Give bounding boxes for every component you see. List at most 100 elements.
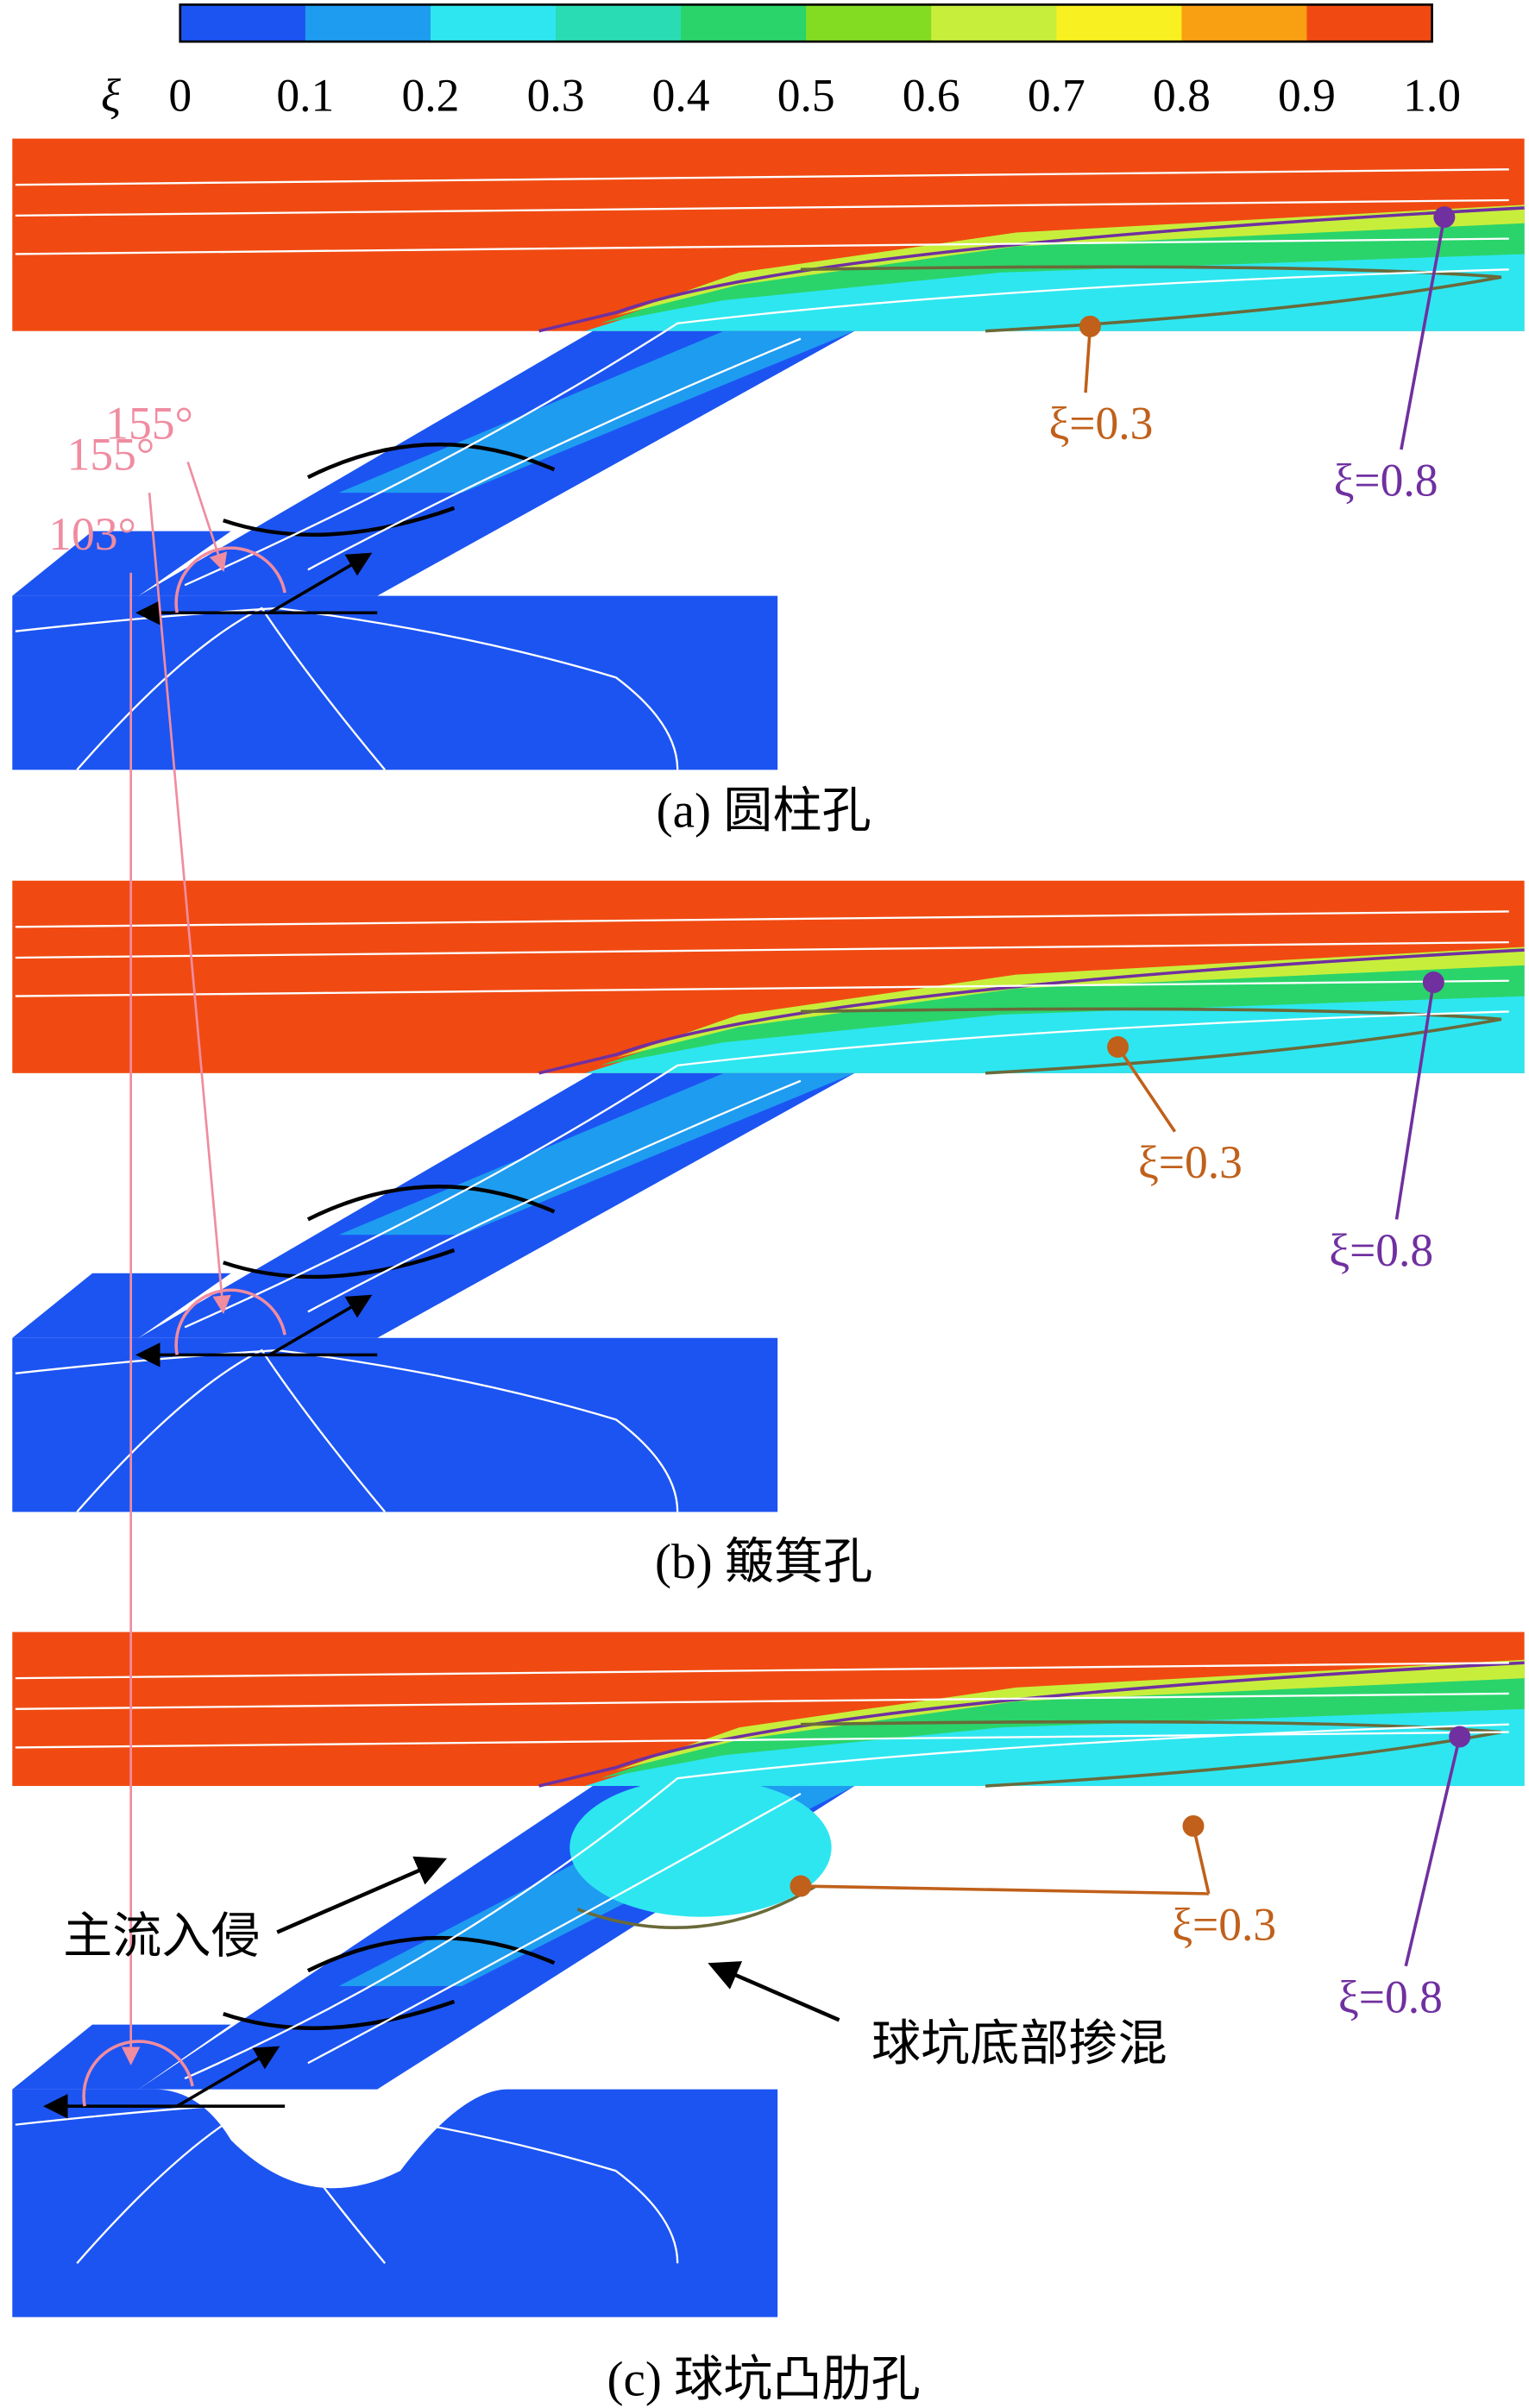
xi-low-dot [1079,315,1101,337]
streamline [15,2100,679,2264]
streamline [15,1662,1509,1680]
streamline [76,1349,387,1513]
colorbar-segment [681,4,807,42]
colorbar-segment [1181,4,1308,42]
colorbar-segment [430,4,557,42]
panel: 155° ξ=0.3 ξ=0.8 (b) 簸箕孔 [12,428,1525,1589]
xi-high-label: ξ=0.8 [1334,455,1438,506]
colorbar-symbol: ξ [101,70,121,122]
intrusion-arrow [276,1856,448,1934]
xi-high-label: ξ=0.8 [1329,1224,1433,1276]
streamline [307,1792,802,2065]
plenum-inlet [12,1273,231,1338]
angle-label: 155° [105,398,193,450]
xi-high-dot [1449,1726,1471,1748]
panel-caption: (b) 簸箕孔 [655,1535,872,1589]
streamline [76,2100,387,2264]
hole-channel-inner [338,330,855,494]
streamline [76,607,387,771]
colorbar-segment [1056,4,1182,42]
streamline [307,337,802,571]
contour-0.8 [538,948,1525,1075]
angle-ray [176,2046,280,2108]
contour-0.3 [800,265,1502,333]
streamline [15,237,1509,255]
xi-high-dot [1422,971,1444,994]
contour-0.3 [800,1720,1502,1788]
colorbar-segment [931,4,1057,42]
ridge [223,1248,456,1279]
plenum [12,2089,778,2317]
dimple-contour [576,1884,817,1929]
xi-low-leader [1084,326,1092,393]
colorbar-tick-label: 0 [168,70,192,122]
ridge [306,1935,556,1973]
streamline [184,1010,1509,1329]
xi-low-label: ξ=0.3 [1138,1136,1243,1188]
hole-channel-inner [338,1072,855,1235]
plenum [12,595,778,770]
xi-low-leader [1192,1826,1211,1895]
colorbar-tick-label: 0.5 [777,70,835,122]
colorbar-segment [305,4,431,42]
colorbar-tick-label: 0.6 [903,70,960,122]
streamline [15,979,1509,997]
streamline [15,910,1509,928]
colorbar-segment [806,4,932,42]
colorbar-tick-label: 0.1 [276,70,334,122]
xi-low-leader [1117,1046,1177,1133]
angle-label: 103° [48,508,136,560]
contour-0.8 [538,1661,1525,1788]
streamline [15,198,1509,217]
streamline [15,168,1509,186]
angle-leader [186,461,228,572]
colorbar-tick-label: 0.4 [652,70,710,122]
angle-arc [174,546,286,613]
ridge [306,1185,556,1222]
streamline [15,940,1509,959]
xi-low-label: ξ=0.3 [1048,398,1153,450]
colorbar-tick-label: 0.7 [1028,70,1085,122]
angle-label: 155° [67,428,155,480]
xi-low-leader [800,1884,1209,1896]
xi-high-leader [1400,217,1446,450]
intrusion-label: 主流入侵 [63,1909,260,1964]
mixing-arrow [708,1961,840,2022]
ridge [306,442,556,480]
wake-yellow [615,946,1525,1058]
colorbar-tick-label: 0.3 [527,70,585,122]
plenum [12,1337,778,1512]
xi-high-label: ξ=0.8 [1338,1971,1443,2022]
xi-high-leader [1404,1736,1462,1967]
contour-0.8 [538,206,1525,333]
streamline [184,1723,1509,2080]
plenum-inlet [12,531,231,596]
xi-low-label: ξ=0.3 [1172,1898,1276,1950]
colorbar-segment [556,4,682,42]
ridge [223,506,456,538]
colorbar-tick-label: 0.2 [401,70,459,122]
angle-leader [148,492,231,1315]
panel-caption: (c) 球坑凸肋孔 [607,2353,921,2407]
xi-low-dot [1182,1814,1205,1837]
xi-low-dot [790,1875,812,1897]
colorbar-segment [1306,4,1433,42]
wake-yellow [615,204,1525,316]
colorbar-tick-label: 0.9 [1278,70,1336,122]
panel-caption: (a) 圆柱孔 [657,783,871,838]
panel: 155° ξ=0.3 ξ=0.8 (a) 圆柱孔 [12,138,1525,838]
xi-high-leader [1394,982,1436,1220]
colorbar-tick-label: 1.0 [1403,70,1461,122]
wake-yellow [615,1659,1525,1771]
plenum-inlet [12,2024,231,2090]
angle-ray [268,552,373,614]
xi-high-dot [1433,206,1456,229]
colorbar-frame [179,3,1433,43]
streamline [184,268,1509,587]
mixing-label: 球坑底部掺混 [871,2017,1167,2072]
colorbar-tick-label: 0.8 [1153,70,1211,122]
angle-arc [82,2040,194,2107]
